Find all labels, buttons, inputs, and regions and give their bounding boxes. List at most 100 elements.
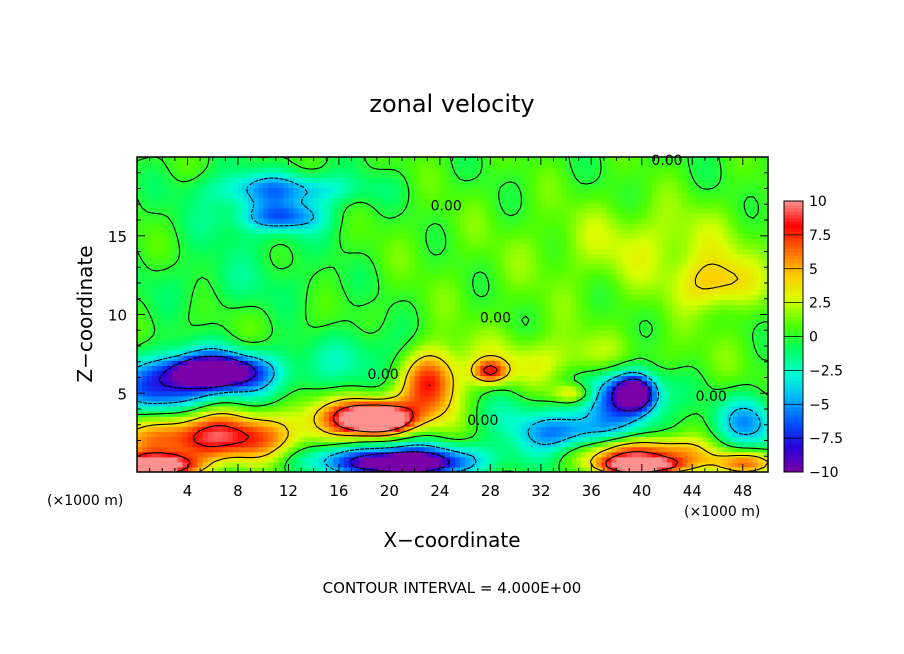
field-cell	[389, 365, 396, 371]
field-cell	[475, 294, 481, 300]
field-cell	[197, 299, 204, 305]
field-cell	[343, 329, 350, 336]
field-cell	[601, 446, 608, 453]
field-cell	[414, 268, 421, 275]
field-cell	[616, 289, 623, 295]
field-cell	[752, 400, 759, 407]
field-cell	[586, 380, 592, 387]
field-cell	[248, 456, 254, 463]
field-cell	[555, 273, 562, 280]
field-cell	[510, 375, 517, 382]
field-cell	[298, 426, 305, 432]
field-cell	[692, 350, 698, 356]
field-cell	[636, 390, 643, 397]
field-cell	[616, 436, 623, 443]
field-cell	[672, 400, 678, 407]
field-cell	[646, 268, 653, 275]
field-cell	[374, 339, 380, 346]
field-cell	[278, 314, 284, 321]
field-cell	[571, 365, 577, 371]
field-cell	[187, 344, 194, 351]
field-cell	[227, 344, 234, 351]
field-cell	[545, 284, 552, 290]
field-cell	[192, 309, 199, 316]
field-cell	[343, 436, 350, 443]
field-cell	[293, 304, 300, 311]
field-cell	[606, 421, 613, 427]
field-cell	[202, 339, 209, 346]
field-cell	[581, 395, 587, 402]
field-cell	[505, 273, 512, 280]
field-cell	[354, 289, 360, 295]
field-cell	[394, 456, 401, 463]
field-cell	[520, 365, 527, 371]
field-cell	[354, 400, 360, 407]
field-cell	[505, 416, 512, 422]
field-cell	[687, 360, 693, 366]
field-cell	[364, 273, 370, 280]
field-cell	[495, 289, 502, 295]
field-cell	[520, 405, 527, 412]
field-cell	[616, 461, 623, 468]
field-cell	[667, 375, 673, 382]
field-cell	[278, 466, 284, 472]
field-cell	[303, 268, 310, 275]
field-cell	[747, 314, 754, 321]
field-cell	[237, 405, 244, 412]
field-cell	[762, 360, 768, 366]
field-cell	[621, 294, 628, 300]
field-cell	[323, 416, 330, 422]
field-cell	[253, 284, 259, 290]
field-cell	[727, 289, 734, 295]
field-cell	[303, 344, 310, 351]
field-cell	[212, 304, 219, 311]
field-cell	[465, 360, 471, 366]
field-cell	[636, 436, 643, 443]
field-cell	[293, 370, 300, 377]
field-cell	[354, 273, 360, 280]
field-cell	[581, 355, 587, 361]
field-cell	[636, 375, 643, 382]
field-cell	[293, 441, 300, 448]
field-cell	[616, 314, 623, 321]
field-cell	[500, 426, 507, 432]
field-cell	[273, 319, 279, 326]
field-cell	[177, 329, 184, 336]
field-cell	[192, 324, 199, 331]
field-cell	[762, 344, 768, 351]
field-cell	[752, 289, 759, 295]
field-cell	[384, 304, 390, 311]
field-cell	[646, 309, 653, 316]
field-cell	[500, 380, 507, 387]
field-cell	[389, 441, 396, 448]
field-cell	[182, 360, 189, 366]
field-cell	[333, 446, 340, 453]
field-cell	[414, 395, 421, 402]
field-cell	[253, 350, 259, 356]
field-cell	[596, 441, 603, 448]
field-cell	[495, 451, 502, 458]
field-cell	[480, 304, 486, 311]
field-cell	[212, 436, 219, 443]
field-cell	[540, 309, 547, 316]
field-cell	[349, 431, 355, 438]
field-cell	[369, 350, 375, 356]
field-cell	[157, 461, 163, 468]
field-cell	[707, 466, 714, 472]
field-cell	[248, 446, 254, 453]
field-cell	[404, 304, 411, 311]
field-cell	[525, 416, 532, 422]
field-cell	[490, 299, 497, 305]
field-cell	[500, 405, 507, 412]
field-cell	[172, 395, 178, 402]
field-cell	[253, 431, 259, 438]
field-cell	[444, 334, 451, 341]
field-cell	[298, 329, 305, 336]
field-cell	[656, 299, 663, 305]
field-cell	[243, 461, 249, 468]
field-cell	[520, 284, 527, 290]
field-cell	[697, 309, 703, 316]
field-cell	[712, 461, 719, 468]
field-cell	[298, 278, 305, 285]
field-cell	[318, 278, 325, 285]
